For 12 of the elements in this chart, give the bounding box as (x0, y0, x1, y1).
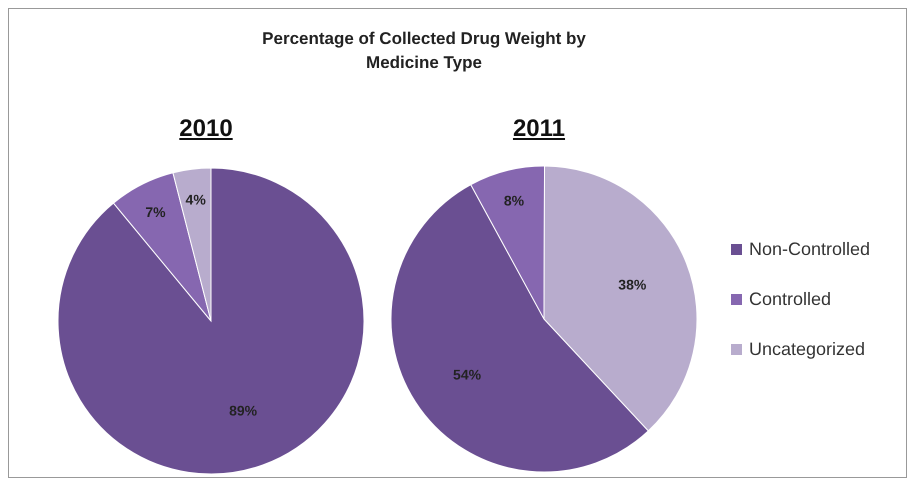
legend-label: Controlled (749, 288, 832, 310)
data-label: 8% (504, 192, 525, 208)
slice-label: 2011 (512, 115, 566, 143)
legend-label: Uncategorized (749, 338, 866, 360)
data-label: 4% (186, 192, 206, 208)
slice-label: 2010 (178, 115, 234, 143)
data-label: 38% (618, 276, 647, 292)
chart-title: Percentage of Collected Drug Weight by Medicine Type (261, 28, 587, 74)
data-label: 54% (453, 366, 482, 382)
data-label: 89% (229, 402, 258, 418)
data-label: 7% (145, 204, 166, 220)
legend-label: Non-Controlled (749, 238, 870, 260)
